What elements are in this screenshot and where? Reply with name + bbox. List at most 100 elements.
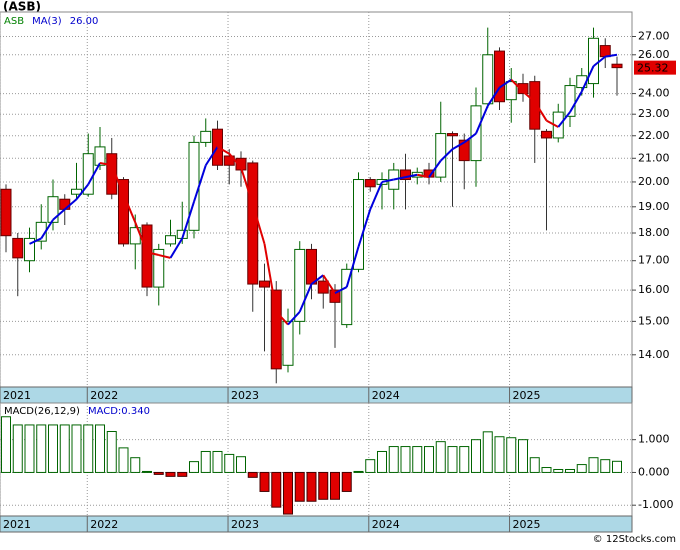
macd-bar xyxy=(48,424,58,473)
macd-bar xyxy=(494,436,505,473)
candle-body xyxy=(306,248,317,285)
ma-segment xyxy=(158,254,171,259)
last-price-tag xyxy=(634,60,676,75)
ma-segment xyxy=(40,219,54,239)
macd-bar xyxy=(553,468,564,473)
x-tick-label: 2025 xyxy=(513,389,541,402)
macd-bar xyxy=(353,470,364,473)
y-tick-label: 16.00 xyxy=(638,283,670,296)
ma-segment xyxy=(546,119,559,128)
candle-body xyxy=(447,133,458,137)
candle-body xyxy=(294,248,306,322)
candle-body xyxy=(12,237,24,259)
macd-bar xyxy=(71,424,82,473)
x-tick-label: 2023 xyxy=(231,518,259,531)
year-bar xyxy=(0,515,633,533)
ma-segment xyxy=(310,274,324,285)
ma-segment xyxy=(29,237,42,245)
ma-segment xyxy=(405,173,418,179)
ma-segment xyxy=(240,167,254,205)
candle-body xyxy=(611,63,623,69)
macd-bar xyxy=(447,446,458,473)
macd-bar xyxy=(400,446,411,473)
candle-body xyxy=(494,50,505,103)
macd-bar xyxy=(318,471,329,500)
candle-body xyxy=(94,146,106,166)
macd-bar xyxy=(341,471,352,492)
y-tick-label: 24.00 xyxy=(638,87,670,100)
ma-segment xyxy=(263,243,278,312)
ma-segment xyxy=(122,193,137,223)
candle-body xyxy=(329,289,341,303)
macd-bar xyxy=(224,453,235,473)
ma-segment xyxy=(146,251,159,257)
ma-segment xyxy=(64,198,78,211)
macd-bar xyxy=(330,471,340,500)
ma-segment xyxy=(393,176,406,181)
macd-bar xyxy=(283,471,293,515)
macd-bar xyxy=(471,439,481,473)
candle-body xyxy=(0,188,12,237)
ma-segment xyxy=(298,283,313,313)
macd-bar xyxy=(1,416,11,473)
macd-bar xyxy=(165,471,176,477)
candle-body xyxy=(259,280,270,288)
plot-area xyxy=(0,11,633,388)
macd-bar xyxy=(365,459,376,473)
ma-segment xyxy=(569,91,583,113)
x-tick-label: 2022 xyxy=(90,389,118,402)
macd-bar xyxy=(106,430,117,473)
x-tick-label: 2021 xyxy=(3,389,31,402)
ma-segment xyxy=(592,55,606,67)
ma-segment xyxy=(322,274,336,294)
candle-body xyxy=(317,280,329,294)
macd-bar xyxy=(588,457,599,473)
y-tick-label: 14.00 xyxy=(638,348,670,361)
candle-body xyxy=(400,169,411,181)
ma-segment xyxy=(381,178,394,183)
candle-body xyxy=(59,198,71,210)
macd-bar xyxy=(435,441,446,473)
candle-body xyxy=(588,37,599,85)
ma-segment xyxy=(345,246,360,288)
macd-bar xyxy=(565,468,575,473)
y-tick-label: 22.00 xyxy=(638,129,670,142)
x-tick-label: 2023 xyxy=(231,389,259,402)
macd-bar xyxy=(612,460,622,473)
legend-entry: ASB xyxy=(4,16,24,27)
macd-bar xyxy=(412,446,423,473)
y-tick-label: 18.00 xyxy=(638,226,670,239)
candle-body xyxy=(188,141,200,231)
macd-bar xyxy=(236,456,246,473)
ma-segment xyxy=(193,164,207,203)
y-tick-label: 27.00 xyxy=(638,29,670,42)
y-tick-label: 26.00 xyxy=(638,48,670,61)
y-tick-label: 15.00 xyxy=(638,314,670,327)
macd-bar xyxy=(247,471,258,478)
y-tick-label: 21.00 xyxy=(638,151,670,164)
macd-bar xyxy=(294,471,305,502)
ma-segment xyxy=(169,237,184,259)
legend-entry: MA(3) xyxy=(32,16,62,27)
macd-bar xyxy=(271,471,282,508)
candle-body xyxy=(24,237,35,262)
candle-body xyxy=(247,162,259,285)
candle-body xyxy=(141,224,153,288)
ma-segment xyxy=(287,311,301,326)
candle-body xyxy=(118,179,129,245)
x-tick-label: 2021 xyxy=(3,518,31,531)
last-price-label: 25.32 xyxy=(637,62,669,75)
candle-body xyxy=(505,81,517,101)
macd-bar xyxy=(529,457,540,473)
legend-entry: MACD(26,12,9) xyxy=(4,406,80,417)
ma-segment xyxy=(204,146,219,166)
macd-bar xyxy=(576,464,587,473)
ma-segment xyxy=(533,101,548,122)
candle-body xyxy=(153,248,165,288)
macd-bar xyxy=(212,450,223,473)
ma-segment xyxy=(99,161,112,167)
macd-bar xyxy=(177,471,188,477)
candle-body xyxy=(517,83,529,95)
y-tick-label: 20.00 xyxy=(638,175,670,188)
macd-bar xyxy=(118,447,129,473)
